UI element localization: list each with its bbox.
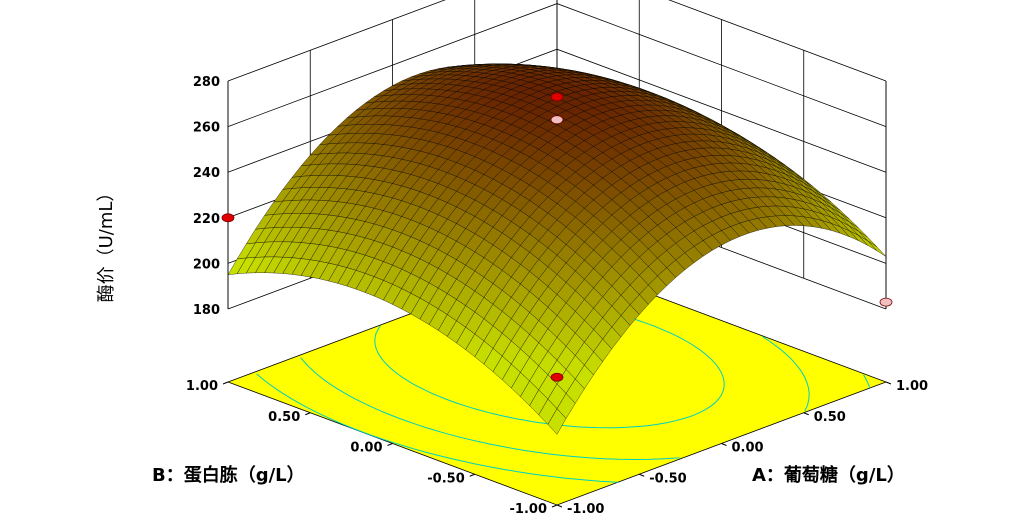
y-tick-label: -1.00 (510, 502, 547, 517)
z-tick-label: 200 (193, 257, 220, 272)
x-tick-mark (804, 413, 809, 415)
design-point (551, 373, 563, 381)
design-point (551, 93, 563, 101)
surface-cell (868, 241, 886, 257)
x-tick-label: -0.50 (649, 471, 686, 486)
x-tick-mark (722, 444, 727, 446)
y-tick-mark (305, 413, 310, 415)
x-axis-label: A：葡萄糖（g/L） (752, 464, 905, 486)
y-tick-label: 0.50 (268, 410, 300, 425)
x-tick-label: -1.00 (567, 502, 604, 517)
y-axis-label: B：蛋白胨（g/L） (152, 464, 305, 486)
design-point (222, 214, 234, 222)
x-tick-label: 0.50 (814, 410, 846, 425)
y-tick-label: -0.50 (427, 471, 464, 486)
z-tick-label: 260 (193, 121, 220, 136)
x-tick-mark (557, 505, 562, 507)
x-tick-mark (886, 382, 891, 384)
x-tick-label: 1.00 (896, 379, 928, 394)
z-tick-label: 240 (193, 166, 220, 181)
z-tick-label: 180 (193, 303, 220, 318)
y-tick-label: 1.00 (186, 379, 218, 394)
design-point (551, 116, 563, 124)
z-tick-label: 220 (193, 212, 220, 227)
y-tick-mark (223, 382, 228, 384)
y-tick-mark (552, 505, 557, 507)
z-tick-label: 280 (193, 75, 220, 90)
y-tick-label: 0.00 (350, 441, 382, 456)
x-tick-label: 0.00 (732, 441, 764, 456)
y-tick-mark (470, 474, 475, 476)
y-tick-mark (388, 444, 393, 446)
z-axis-label: 酶价（U/mL） (96, 184, 117, 303)
x-tick-mark (639, 474, 644, 476)
design-point (880, 298, 892, 306)
